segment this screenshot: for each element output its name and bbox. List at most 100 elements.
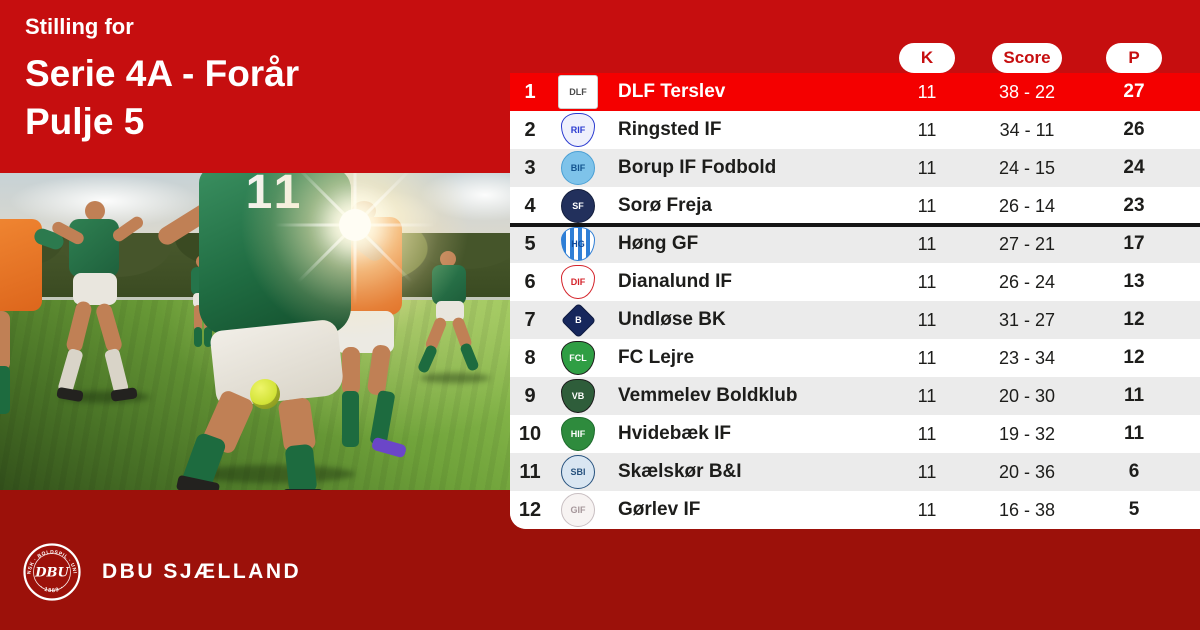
footer-branding: DANSK · BOLDSPIL · UNION · 1889 · DBU DB… bbox=[22, 542, 301, 602]
undloese-bk-logo: B bbox=[560, 302, 596, 338]
points: 24 bbox=[1123, 157, 1145, 178]
dianalund-if-logo: DIF bbox=[561, 265, 595, 299]
position: 6 bbox=[524, 270, 536, 293]
hoeng-gf-logo: HG bbox=[561, 227, 595, 261]
table-body: 1 DLF DLF Terslev 11 38 - 22 27 2 RIF Ri… bbox=[510, 73, 1200, 529]
position: 4 bbox=[524, 194, 536, 217]
dlf-terslev-logo: DLF bbox=[558, 75, 598, 109]
club-logo-cell: HIF bbox=[550, 417, 606, 451]
borup-if-logo: BIF bbox=[561, 151, 595, 185]
goerlev-if-logo: GIF bbox=[561, 493, 595, 527]
photo-player-orange-bib-left bbox=[0, 191, 66, 431]
column-header-score: Score bbox=[992, 43, 1062, 73]
soroe-freja-logo: SF bbox=[561, 189, 595, 223]
club-logo-initials: SF bbox=[572, 200, 584, 211]
matches-played: 11 bbox=[917, 347, 937, 368]
table-row: 11 SBI Skælskør B&I 11 20 - 36 6 bbox=[510, 453, 1200, 491]
club-logo-initials: BIF bbox=[570, 162, 586, 173]
team-name: FC Lejre bbox=[618, 347, 695, 368]
position: 11 bbox=[519, 460, 541, 483]
position: 7 bbox=[524, 308, 536, 331]
goal-score: 26 - 24 bbox=[998, 271, 1056, 292]
club-logo-initials: VB bbox=[571, 390, 585, 401]
club-logo-initials: RIF bbox=[570, 124, 586, 135]
hvidebaek-if-logo: HIF bbox=[561, 417, 595, 451]
match-photo: 11 bbox=[0, 173, 510, 490]
club-logo-initials: HG bbox=[571, 238, 585, 249]
matches-played: 11 bbox=[917, 499, 937, 520]
club-logo-initials: SBI bbox=[570, 466, 586, 477]
points: 17 bbox=[1123, 233, 1145, 254]
position: 9 bbox=[524, 384, 536, 407]
matches-played: 11 bbox=[917, 423, 937, 444]
football-icon bbox=[250, 379, 280, 409]
table-row: 5 HG Høng GF 11 27 - 21 17 bbox=[510, 225, 1200, 263]
pretitle: Stilling for bbox=[25, 14, 134, 39]
page-subtitle: Pulje 5 bbox=[25, 101, 145, 143]
points: 23 bbox=[1123, 195, 1145, 216]
seal-center-text: DBU bbox=[34, 566, 69, 581]
goal-score: 27 - 21 bbox=[998, 233, 1056, 254]
table-row: 4 SF Sorø Freja 11 26 - 14 23 bbox=[510, 187, 1200, 227]
team-name: Gørlev IF bbox=[618, 499, 701, 520]
club-logo-cell: B bbox=[550, 302, 606, 338]
matches-played: 11 bbox=[917, 233, 937, 254]
club-logo-initials: DLF bbox=[569, 86, 587, 97]
club-logo-cell: DLF bbox=[550, 75, 606, 109]
goal-score: 23 - 34 bbox=[998, 347, 1056, 368]
sun-flare bbox=[240, 173, 470, 340]
position: 1 bbox=[524, 80, 536, 103]
matches-played: 11 bbox=[917, 271, 937, 292]
org-name: DBU SJÆLLAND bbox=[102, 560, 302, 583]
points: 12 bbox=[1123, 347, 1145, 368]
photo-player-green-running bbox=[45, 201, 146, 421]
ringsted-if-logo: RIF bbox=[561, 113, 595, 147]
team-name: Dianalund IF bbox=[618, 271, 732, 292]
club-logo-cell: DIF bbox=[550, 265, 606, 299]
team-name: Hvidebæk IF bbox=[618, 423, 731, 444]
goal-score: 20 - 30 bbox=[998, 385, 1056, 406]
team-name: Undløse BK bbox=[618, 309, 726, 330]
column-header-p: P bbox=[1106, 43, 1162, 73]
position: 5 bbox=[524, 232, 536, 255]
matches-played: 11 bbox=[917, 81, 937, 102]
goal-score: 26 - 14 bbox=[998, 195, 1056, 216]
club-logo-initials: HIF bbox=[570, 428, 586, 439]
team-name: Skælskør B&I bbox=[618, 461, 742, 482]
table-row: 9 VB Vemmelev Boldklub 11 20 - 30 11 bbox=[510, 377, 1200, 415]
matches-played: 11 bbox=[917, 157, 937, 178]
points: 6 bbox=[1128, 461, 1140, 482]
club-logo-cell: SF bbox=[550, 189, 606, 223]
column-header-k: K bbox=[899, 43, 955, 73]
goal-score: 16 - 38 bbox=[998, 499, 1056, 520]
matches-played: 11 bbox=[917, 309, 937, 330]
matches-played: 11 bbox=[917, 385, 937, 406]
position: 8 bbox=[524, 346, 536, 369]
goal-score: 24 - 15 bbox=[998, 157, 1056, 178]
team-name: Høng GF bbox=[618, 233, 699, 254]
table-row: 6 DIF Dianalund IF 11 26 - 24 13 bbox=[510, 263, 1200, 301]
vemmelev-boldklub-logo: VB bbox=[561, 379, 595, 413]
table-row: 1 DLF DLF Terslev 11 38 - 22 27 bbox=[510, 73, 1200, 111]
dbu-seal-icon: DANSK · BOLDSPIL · UNION · 1889 · DBU bbox=[22, 542, 81, 601]
table-row: 7 B Undløse BK 11 31 - 27 12 bbox=[510, 301, 1200, 339]
goal-score: 19 - 32 bbox=[998, 423, 1056, 444]
club-logo-cell: HG bbox=[550, 227, 606, 261]
team-name: Sorø Freja bbox=[618, 195, 712, 216]
skaelskoer-bi-logo: SBI bbox=[561, 455, 595, 489]
club-logo-cell: GIF bbox=[550, 493, 606, 527]
team-name: Borup IF Fodbold bbox=[618, 157, 777, 178]
matches-played: 11 bbox=[917, 195, 937, 216]
points: 5 bbox=[1128, 499, 1140, 520]
goal-score: 20 - 36 bbox=[998, 461, 1056, 482]
club-logo-initials: FCL bbox=[569, 352, 587, 363]
position: 10 bbox=[518, 422, 542, 445]
points: 13 bbox=[1123, 271, 1145, 292]
club-logo-cell: VB bbox=[550, 379, 606, 413]
points: 11 bbox=[1123, 423, 1145, 444]
seal-arc-bottom: · 1889 · bbox=[38, 584, 64, 594]
goal-score: 31 - 27 bbox=[998, 309, 1056, 330]
table-row: 8 FCL FC Lejre 11 23 - 34 12 bbox=[510, 339, 1200, 377]
club-logo-initials: DIF bbox=[570, 276, 586, 287]
